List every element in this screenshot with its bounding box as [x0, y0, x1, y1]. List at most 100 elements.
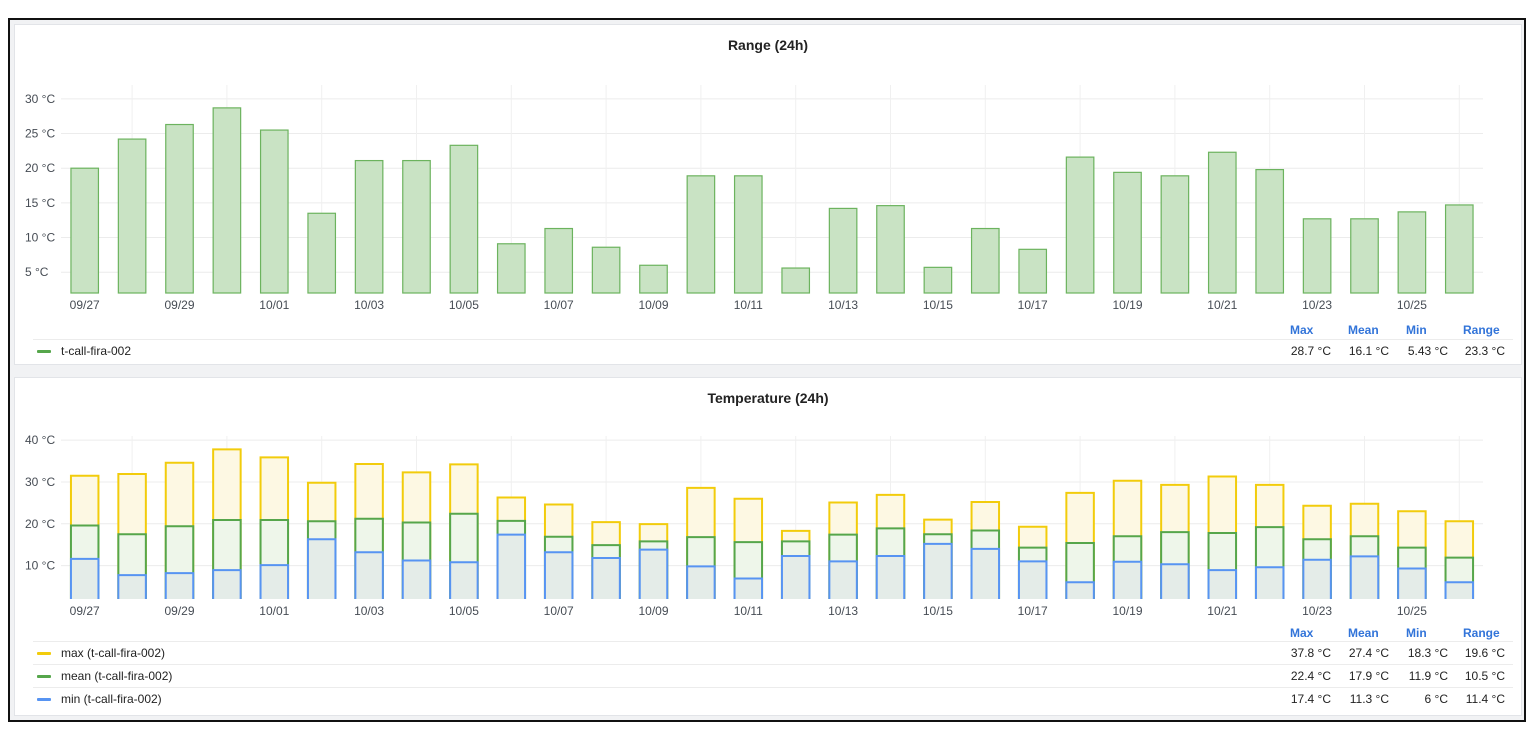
legend-header-max[interactable]: Max	[1290, 626, 1314, 640]
x-tick-label: 10/13	[828, 298, 858, 312]
bar	[497, 534, 526, 599]
legend-row[interactable]: t-call-fira-002 28.7 °C 16.1 °C 5.43 °C …	[33, 339, 1513, 362]
series-color-swatch[interactable]	[37, 698, 51, 701]
bar-outline	[307, 212, 337, 294]
bar-outline	[828, 560, 858, 599]
bar-outline	[496, 243, 526, 294]
legend-header-range[interactable]: Range	[1463, 626, 1500, 640]
legend-range-value: 19.6 °C	[1464, 646, 1505, 660]
legend-min-value: 6 °C	[1424, 692, 1448, 706]
y-tick-label: 10 °C	[25, 559, 55, 573]
legend-header-min[interactable]: Min	[1406, 626, 1427, 640]
legend-min-value: 11.9 °C	[1408, 669, 1448, 683]
legend-header-max[interactable]: Max	[1290, 323, 1314, 337]
bar-outline	[543, 551, 574, 599]
bar-outline	[212, 569, 242, 599]
bar	[450, 562, 478, 599]
x-tick-label: 10/07	[544, 604, 574, 618]
panel-title[interactable]: Temperature (24h)	[707, 390, 829, 406]
bar-outline	[354, 551, 384, 599]
legend-row[interactable]: mean (t-call-fira-002) 22.4 °C 17.9 °C 1…	[33, 664, 1513, 687]
dashboard-frame: Range (24h) 5 °C 10 °C 15 °C 20 °C 25 °C 30 °…	[8, 18, 1526, 722]
bar-outline	[1254, 566, 1285, 599]
bar-outline	[1444, 581, 1475, 599]
legend-header-min[interactable]: Min	[1406, 323, 1427, 337]
bar	[1018, 249, 1047, 293]
bar	[924, 543, 952, 599]
bar	[70, 168, 99, 293]
legend-range-value: 11.4 °C	[1465, 692, 1505, 706]
bar-outline	[1112, 560, 1143, 599]
legend-mean-value: 11.3 °C	[1349, 692, 1389, 706]
bar	[1066, 582, 1094, 599]
x-tick-label: 10/11	[734, 604, 763, 618]
legend-mean-value: 16.1 °C	[1348, 344, 1389, 358]
legend-header-mean[interactable]: Mean	[1348, 323, 1379, 337]
series-color-swatch[interactable]	[37, 350, 51, 353]
bar-outline	[638, 548, 669, 599]
bar	[639, 265, 668, 293]
bar-outline	[165, 123, 194, 294]
bar	[213, 107, 241, 293]
range-panel: Range (24h) 5 °C 10 °C 15 °C 20 °C 25 °C 30 °…	[14, 24, 1522, 365]
bar	[70, 558, 99, 599]
x-tick-label: 10/17	[1018, 298, 1048, 312]
bar	[260, 130, 289, 293]
x-tick-label: 09/29	[164, 604, 194, 618]
bar	[924, 267, 952, 293]
legend-header-mean[interactable]: Mean	[1348, 626, 1379, 640]
bar-outline	[449, 512, 479, 599]
bar	[1018, 561, 1047, 599]
legend-range-value: 23.3 °C	[1464, 344, 1505, 358]
bar	[1066, 157, 1094, 293]
bar	[734, 175, 763, 293]
bar	[687, 175, 715, 293]
x-tick-label: 10/03	[354, 604, 384, 618]
bar-outline	[401, 559, 432, 599]
bar	[1398, 568, 1426, 599]
series-0	[70, 107, 1474, 294]
bar-outline	[1017, 560, 1048, 599]
bar	[1303, 218, 1331, 293]
bar	[544, 552, 573, 599]
panel-title[interactable]: Range (24h)	[727, 37, 809, 53]
series-color-swatch[interactable]	[37, 652, 51, 655]
x-tick-label: 10/25	[1397, 604, 1427, 618]
bar	[1208, 152, 1237, 293]
bar	[876, 205, 905, 293]
series-name[interactable]: min (t-call-fira-002)	[61, 692, 162, 706]
bar-outline	[1018, 248, 1048, 294]
y-tick-label: 30 °C	[25, 475, 55, 489]
bar-outline	[923, 266, 953, 294]
bar	[118, 139, 146, 293]
y-tick-label: 20 °C	[25, 517, 55, 531]
bar	[307, 539, 336, 599]
bar	[1161, 175, 1189, 293]
bar	[165, 573, 194, 599]
series-color-swatch[interactable]	[37, 675, 51, 678]
series-name[interactable]: t-call-fira-002	[61, 344, 132, 358]
y-tick-label: 30 °C	[25, 92, 55, 106]
bar	[829, 208, 857, 293]
legend-row[interactable]: max (t-call-fira-002) 37.8 °C 27.4 °C 18…	[33, 641, 1513, 664]
bar-outline	[449, 144, 479, 294]
x-tick-label: 10/09	[638, 298, 668, 312]
bar-outline	[449, 561, 479, 599]
bar	[971, 548, 1000, 599]
x-tick-label: 09/27	[70, 298, 100, 312]
bar-outline	[544, 227, 574, 294]
legend-range-value: 10.5 °C	[1464, 669, 1505, 683]
legend-row[interactable]: min (t-call-fira-002) 17.4 °C 11.3 °C 6 …	[33, 687, 1513, 710]
legend-header-range[interactable]: Range	[1463, 323, 1500, 337]
x-tick-label: 10/25	[1397, 298, 1427, 312]
x-tick-label: 09/27	[70, 604, 100, 618]
bar-outline	[354, 159, 384, 294]
series-name[interactable]: max (t-call-fira-002)	[61, 646, 166, 660]
series-name[interactable]: mean (t-call-fira-002)	[61, 669, 173, 683]
x-tick-label: 10/15	[923, 298, 953, 312]
bar-outline	[1349, 555, 1380, 599]
bar-outline	[1065, 541, 1095, 599]
legend-max-value: 37.8 °C	[1290, 646, 1331, 660]
bar	[450, 145, 478, 293]
x-tick-label: 10/19	[1112, 298, 1142, 312]
